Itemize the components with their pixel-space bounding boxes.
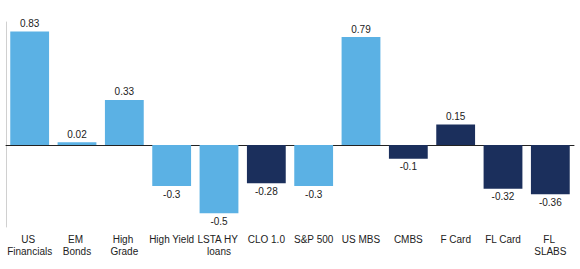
svg-text:0.83: 0.83 (20, 18, 40, 29)
svg-text:-0.32: -0.32 (492, 191, 515, 202)
svg-text:0.02: 0.02 (67, 129, 87, 140)
svg-text:High Yield: High Yield (149, 234, 194, 245)
svg-text:0.15: 0.15 (446, 111, 466, 122)
svg-text:0.79: 0.79 (351, 24, 371, 35)
svg-text:0.33: 0.33 (115, 86, 135, 97)
svg-text:FL Card: FL Card (485, 234, 521, 245)
svg-text:FL: FL (543, 234, 557, 245)
svg-text:-0.28: -0.28 (255, 186, 278, 197)
svg-text:Grade: Grade (110, 246, 138, 257)
svg-text:US MBS: US MBS (342, 234, 381, 245)
svg-text:-0.3: -0.3 (305, 189, 323, 200)
svg-text:F Card: F Card (440, 234, 471, 245)
svg-text:S&P 500: S&P 500 (294, 234, 334, 245)
svg-text:CLO 1.0: CLO 1.0 (248, 234, 286, 245)
svg-text:CMBS: CMBS (394, 234, 423, 245)
svg-text:loans: loans (207, 246, 231, 257)
svg-text:Bonds: Bonds (63, 246, 91, 257)
svg-text:-0.5: -0.5 (210, 216, 228, 227)
svg-text:-0.36: -0.36 (539, 197, 562, 208)
svg-text:-0.3: -0.3 (163, 189, 181, 200)
svg-text:-0.1: -0.1 (400, 161, 418, 172)
svg-text:LSTA HY: LSTA HY (198, 234, 241, 245)
svg-text:EM: EM (68, 234, 86, 245)
svg-text:Financials: Financials (7, 246, 52, 257)
svg-text:High: High (113, 234, 136, 245)
svg-text:US: US (21, 234, 38, 245)
svg-text:SLABS: SLABS (534, 246, 567, 257)
